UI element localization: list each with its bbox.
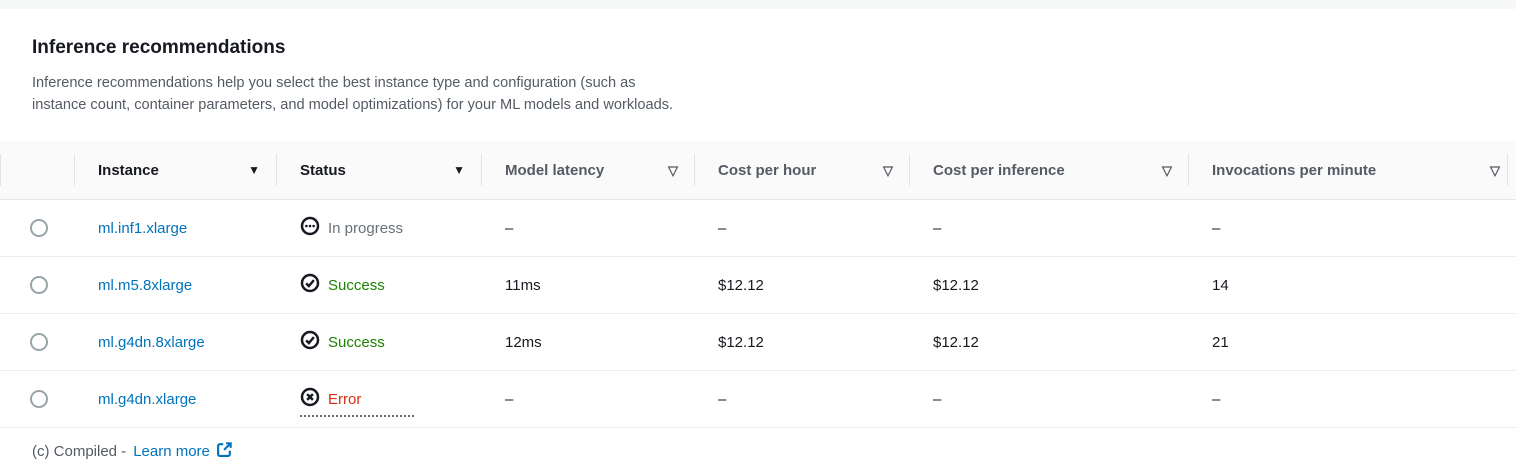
table-row: ml.g4dn.8xlarge Success 12ms $12.12 $12.… [0, 314, 1516, 371]
invocations-per-minute-cell: 14 [1212, 276, 1229, 294]
sort-triangle-outline-icon[interactable] [668, 164, 678, 177]
sort-triangle-outline-icon[interactable] [1162, 164, 1172, 177]
instance-link[interactable]: ml.g4dn.8xlarge [98, 333, 205, 351]
status-label: Success [328, 333, 385, 351]
selection-column-header [0, 141, 74, 199]
panel-description-line1: Inference recommendations help you selec… [32, 75, 636, 91]
column-header-cost-per-inference[interactable]: Cost per inference [909, 141, 1188, 199]
success-icon [300, 330, 320, 354]
success-icon [300, 273, 320, 297]
model-latency-cell: 11ms [505, 276, 541, 294]
row-radio-button[interactable] [30, 276, 48, 294]
cost-per-inference-cell: $12.12 [933, 276, 979, 294]
column-header-invocations-per-minute[interactable]: Invocations per minute [1188, 141, 1516, 199]
cost-per-hour-cell: – [718, 390, 727, 408]
status-badge: Success [300, 330, 385, 354]
learn-more-label: Learn more [133, 442, 210, 460]
model-latency-cell: – [505, 390, 514, 408]
column-label: Cost per hour [718, 161, 817, 179]
error-icon [300, 387, 320, 411]
status-badge: Success [300, 273, 385, 297]
panel-header: Inference recommendations Inference reco… [0, 9, 1516, 141]
cost-per-inference-cell: – [933, 219, 942, 237]
invocations-per-minute-cell: – [1212, 219, 1221, 237]
status-label: Error [328, 390, 362, 408]
column-header-cost-per-hour[interactable]: Cost per hour [694, 141, 909, 199]
status-badge: In progress [300, 216, 403, 240]
sort-triangle-outline-icon[interactable] [1490, 164, 1500, 177]
panel-description: Inference recommendations help you selec… [32, 72, 1484, 116]
table-row: ml.m5.8xlarge Success 11ms $12.12 $12.12… [0, 257, 1516, 314]
sort-triangle-filled-icon[interactable] [248, 164, 260, 176]
panel-description-line2: instance count, container parameters, an… [32, 97, 674, 113]
model-latency-cell: 12ms [505, 333, 542, 351]
external-link-icon [216, 441, 233, 462]
table-header-row: Instance Status Model latency Cost per h… [0, 141, 1516, 200]
status-label: Success [328, 276, 385, 294]
top-strip [0, 0, 1516, 9]
instance-link[interactable]: ml.inf1.xlarge [98, 219, 188, 237]
model-latency-cell: – [505, 219, 514, 237]
in-progress-icon [300, 216, 320, 240]
row-radio-button[interactable] [30, 219, 48, 237]
instance-link[interactable]: ml.m5.8xlarge [98, 276, 193, 294]
cost-per-hour-cell: – [718, 219, 727, 237]
column-header-model-latency[interactable]: Model latency [481, 141, 694, 199]
compiled-note: (c) Compiled - [32, 442, 127, 460]
column-label: Cost per inference [933, 161, 1065, 179]
cost-per-hour-cell: $12.12 [718, 276, 764, 294]
table-footer: (c) Compiled - Learn more [0, 428, 1516, 474]
cost-per-inference-cell: $12.12 [933, 333, 979, 351]
column-label: Status [300, 161, 346, 179]
sort-triangle-filled-icon[interactable] [453, 164, 465, 176]
cost-per-inference-cell: – [933, 390, 942, 408]
column-header-status[interactable]: Status [276, 141, 481, 199]
table-row: ml.g4dn.xlarge Error – – – – [0, 371, 1516, 428]
status-badge-error-tooltip[interactable]: Error [300, 387, 415, 417]
column-label: Invocations per minute [1212, 161, 1377, 179]
instance-link[interactable]: ml.g4dn.xlarge [98, 390, 197, 408]
cost-per-hour-cell: $12.12 [718, 333, 764, 351]
column-header-instance[interactable]: Instance [74, 141, 276, 199]
invocations-per-minute-cell: 21 [1212, 333, 1229, 351]
sort-triangle-outline-icon[interactable] [883, 164, 893, 177]
learn-more-link[interactable]: Learn more [133, 441, 233, 462]
page-title: Inference recommendations [32, 37, 286, 58]
invocations-per-minute-cell: – [1212, 390, 1221, 408]
column-label: Model latency [505, 161, 605, 179]
table-row: ml.inf1.xlarge In progress – – – – [0, 200, 1516, 257]
row-radio-button[interactable] [30, 333, 48, 351]
column-label: Instance [98, 161, 159, 179]
status-label: In progress [328, 219, 404, 237]
row-radio-button[interactable] [30, 390, 48, 408]
